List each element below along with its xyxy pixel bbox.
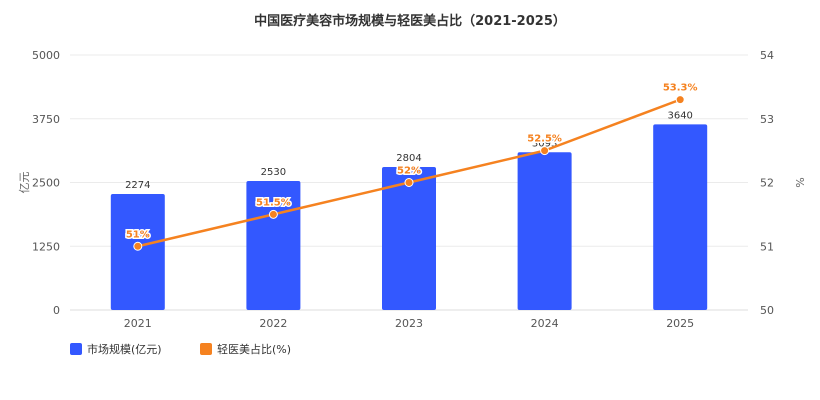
right-axis-title: %: [793, 177, 806, 187]
line-value-label: 53.3%: [663, 83, 698, 94]
bars-layer: 2274 2530 2804 3093 3640: [110, 110, 708, 310]
legend-label: 轻医美占比(%): [217, 342, 291, 356]
legend-swatch: [200, 343, 212, 355]
bar-value-label: 3093: [532, 138, 557, 149]
bar: [246, 180, 301, 310]
right-tick-label: 54: [760, 49, 774, 62]
line-point: [675, 95, 685, 105]
right-tick-label: 51: [760, 240, 774, 253]
line-point: [540, 146, 550, 156]
line-point: [268, 209, 278, 219]
line-value-label: 52%: [397, 166, 421, 177]
x-tick-label: 2023: [395, 317, 423, 330]
legend-label: 市场规模(亿元): [87, 342, 162, 356]
left-tick-label: 2500: [32, 177, 60, 190]
bar-value-label: 2804: [396, 153, 421, 164]
x-tick-label: 2021: [124, 317, 152, 330]
line-point: [404, 178, 414, 187]
x-tick-label: 2025: [666, 317, 694, 330]
bar: [653, 124, 708, 310]
x-tick-label: 2024: [531, 317, 559, 330]
left-tick-label: 5000: [32, 49, 60, 62]
line-value-label: 51.5%: [256, 197, 291, 208]
left-tick-label: 3750: [32, 113, 60, 126]
bar-value-label: 2530: [261, 167, 286, 178]
bar-value-label: 3640: [667, 110, 692, 121]
line-layer: 51% 51.5% 52% 52.5% 53.3%: [124, 81, 699, 251]
legend-swatch: [70, 343, 82, 355]
legend[interactable]: 市场规模(亿元) 轻医美占比(%): [70, 342, 291, 356]
right-tick-label: 53: [760, 113, 774, 126]
x-axis: 2021 2022 2023 2024 2025: [70, 309, 748, 330]
right-tick-label: 52: [760, 177, 774, 190]
left-axis-title: 亿元: [18, 172, 31, 194]
line-point: [133, 241, 143, 251]
line-value-label: 51%: [126, 229, 150, 240]
bar: [517, 152, 572, 310]
bar: [110, 194, 165, 310]
right-tick-label: 50: [760, 304, 774, 317]
chart-title: 中国医疗美容市场规模与轻医美占比（2021-2025）: [254, 13, 566, 29]
line-value-label: 52.5%: [527, 134, 562, 145]
right-axis: 50 51 52 53 54%: [760, 49, 806, 317]
x-tick-label: 2022: [259, 317, 287, 330]
left-tick-label: 1250: [32, 240, 60, 253]
bar: [382, 166, 436, 310]
left-tick-label: 0: [53, 304, 60, 317]
bar-value-label: 2274: [125, 180, 150, 191]
left-axis: 0 1250 2500 3750 5000 亿元: [18, 49, 60, 317]
